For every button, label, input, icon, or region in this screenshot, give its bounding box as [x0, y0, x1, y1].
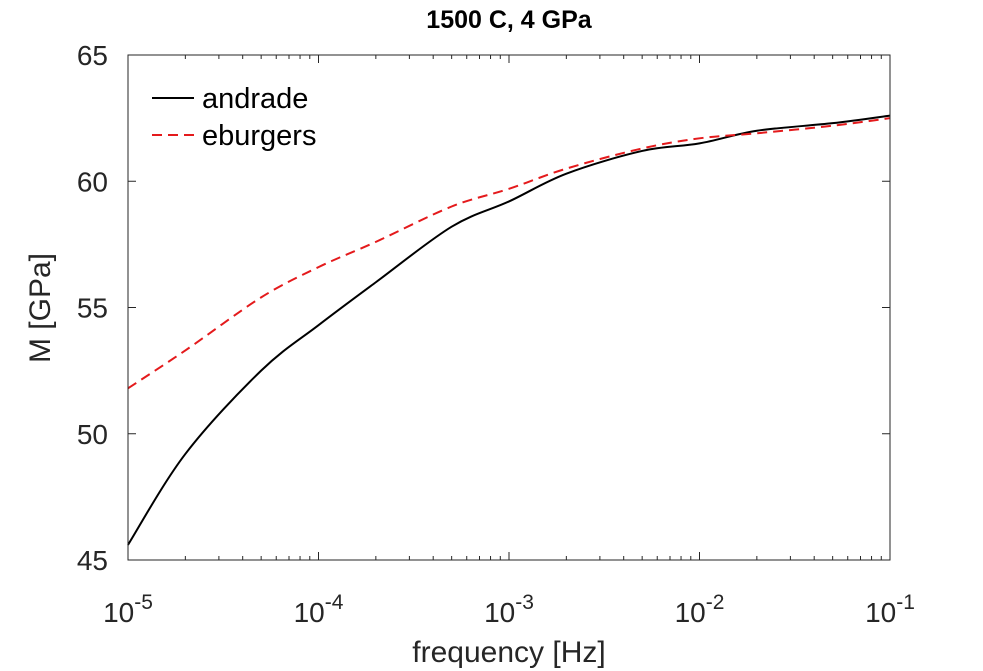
y-tick-labels: 45 50 55 60 65 [77, 40, 108, 576]
y-axis-label: M [GPa] [24, 253, 57, 363]
y-tick-label: 45 [77, 545, 108, 576]
y-tick-label: 55 [77, 293, 108, 324]
y-tick-label: 50 [77, 419, 108, 450]
x-tick-labels: 10-5 10-4 10-3 10-2 10-1 [103, 591, 915, 628]
series-line-eburgers [127, 117, 891, 390]
x-tick-label: 10-4 [294, 591, 344, 628]
legend: andrade eburgers [152, 83, 316, 152]
x-tick-label: 10-5 [103, 591, 153, 628]
y-tick-label: 65 [77, 40, 108, 71]
x-tick-label: 10-1 [865, 591, 915, 628]
series-layer [127, 114, 891, 546]
plot-frame [127, 54, 891, 561]
x-axis-label: frequency [Hz] [412, 636, 605, 669]
legend-label-eburgers: eburgers [202, 120, 316, 152]
x-tick-label: 10-2 [675, 591, 725, 628]
y-tick-label: 60 [77, 166, 108, 197]
legend-label-andrade: andrade [202, 83, 308, 115]
chart-title: 1500 C, 4 GPa [426, 6, 592, 34]
series-line-andrade [127, 114, 891, 546]
x-tick-label: 10-3 [484, 591, 534, 628]
plot-area [128, 55, 890, 560]
